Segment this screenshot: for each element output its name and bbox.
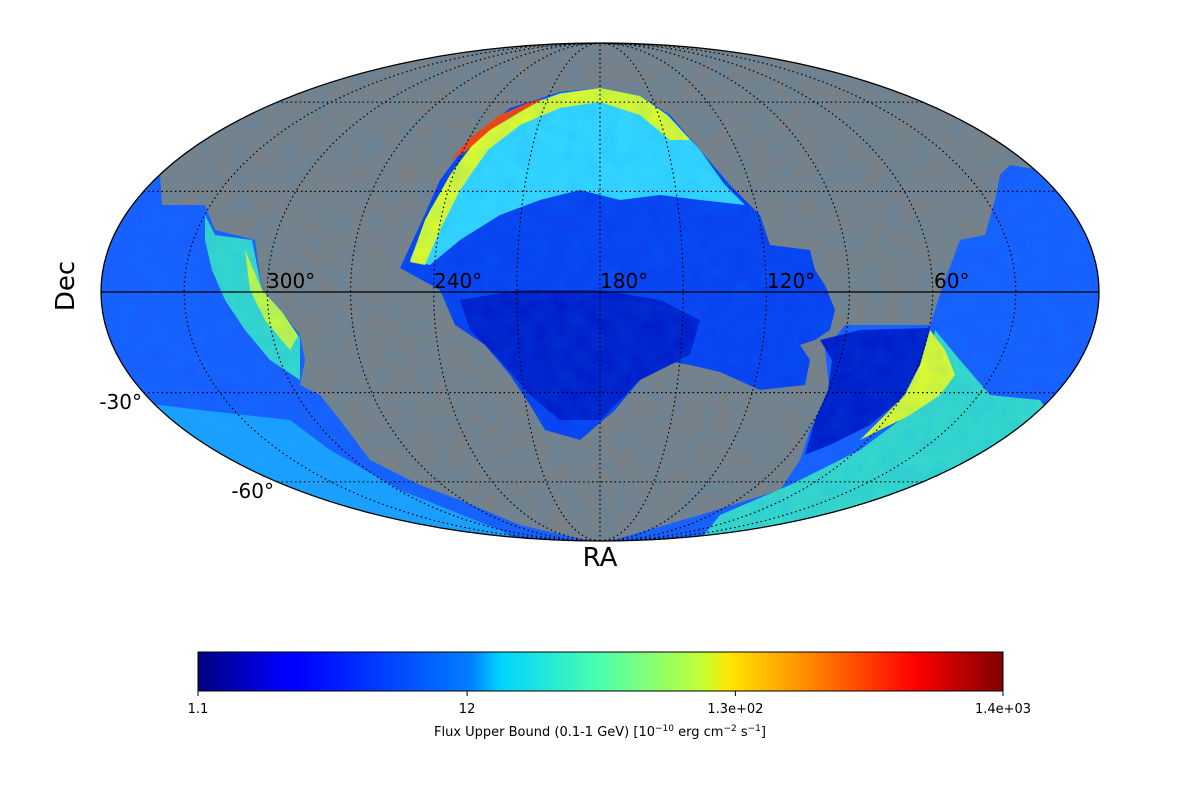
colorbar-tick-label: 12 [459, 702, 476, 717]
meridian-line [349, 43, 601, 541]
ra-tick-300: 300° [267, 269, 315, 293]
ra-tick-60: 60° [934, 269, 969, 293]
colorbar-tick-label: 1.3e+02 [707, 702, 763, 717]
colorbar-tick-label: 1.4e+03 [975, 702, 1031, 717]
colorbar-label: Flux Upper Bound (0.1-1 GeV) [10−10 erg … [434, 724, 766, 740]
colorbar-tick-label: 1.1 [188, 702, 209, 717]
dec-tick-labels: -30° -60° [99, 390, 274, 503]
meridian-line [599, 43, 851, 541]
colorbar-gradient [197, 651, 1004, 692]
ra-tick-240: 240° [434, 269, 482, 293]
ra-tick-120: 120° [767, 269, 815, 293]
dec-tick-minus60: -60° [231, 479, 274, 503]
colorbar-ticks: 1.1 12 1.3e+02 1.4e+03 [188, 691, 1031, 717]
ra-tick-labels: 300° 240° 180° 120° 60° [267, 269, 969, 293]
y-axis-label: Dec [51, 261, 81, 311]
x-axis-label: RA [583, 543, 618, 573]
colorbar: 1.1 12 1.3e+02 1.4e+03 Flux Upper Bound (0.… [188, 651, 1031, 740]
ra-tick-180: 180° [600, 269, 648, 293]
dec-tick-minus30: -30° [99, 390, 142, 414]
map-border [100, 42, 1100, 542]
